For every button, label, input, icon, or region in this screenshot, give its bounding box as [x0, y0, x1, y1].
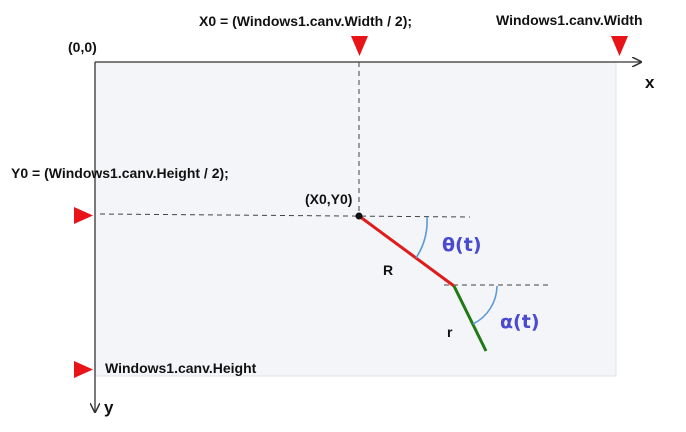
canvas-width-label: Windows1.canv.Width — [496, 12, 643, 28]
center-point-label: (X0,Y0) — [305, 191, 352, 207]
x0-triangle-marker-icon — [351, 36, 368, 56]
rod-R-label: R — [383, 262, 393, 278]
x-axis-label: x — [645, 73, 655, 92]
alpha-angle-arc — [472, 285, 498, 325]
theta-angle-arc — [415, 216, 428, 259]
origin-label: (0,0) — [68, 39, 97, 55]
x0-formula-label: X0 = (Windows1.canv.Width / 2); — [199, 13, 412, 29]
rod-r-label: r — [447, 324, 453, 340]
y0-formula-label: Y0 = (Windows1.canv.Height / 2); — [11, 165, 229, 181]
y0-triangle-marker-icon — [74, 207, 93, 224]
width-triangle-marker-icon — [611, 36, 628, 56]
y0-guide-line — [99, 213, 471, 218]
y-axis-label: y — [104, 398, 114, 417]
canvas-height-label: Windows1.canv.Height — [105, 360, 257, 376]
pivot-dot — [355, 212, 363, 220]
rod-R — [358, 214, 455, 288]
height-triangle-marker-icon — [74, 361, 93, 378]
theta-angle-label: θ(t) — [442, 234, 482, 256]
canvas-area — [94, 61, 617, 377]
rod-r — [452, 285, 488, 352]
alpha-angle-label: α(t) — [500, 311, 540, 333]
